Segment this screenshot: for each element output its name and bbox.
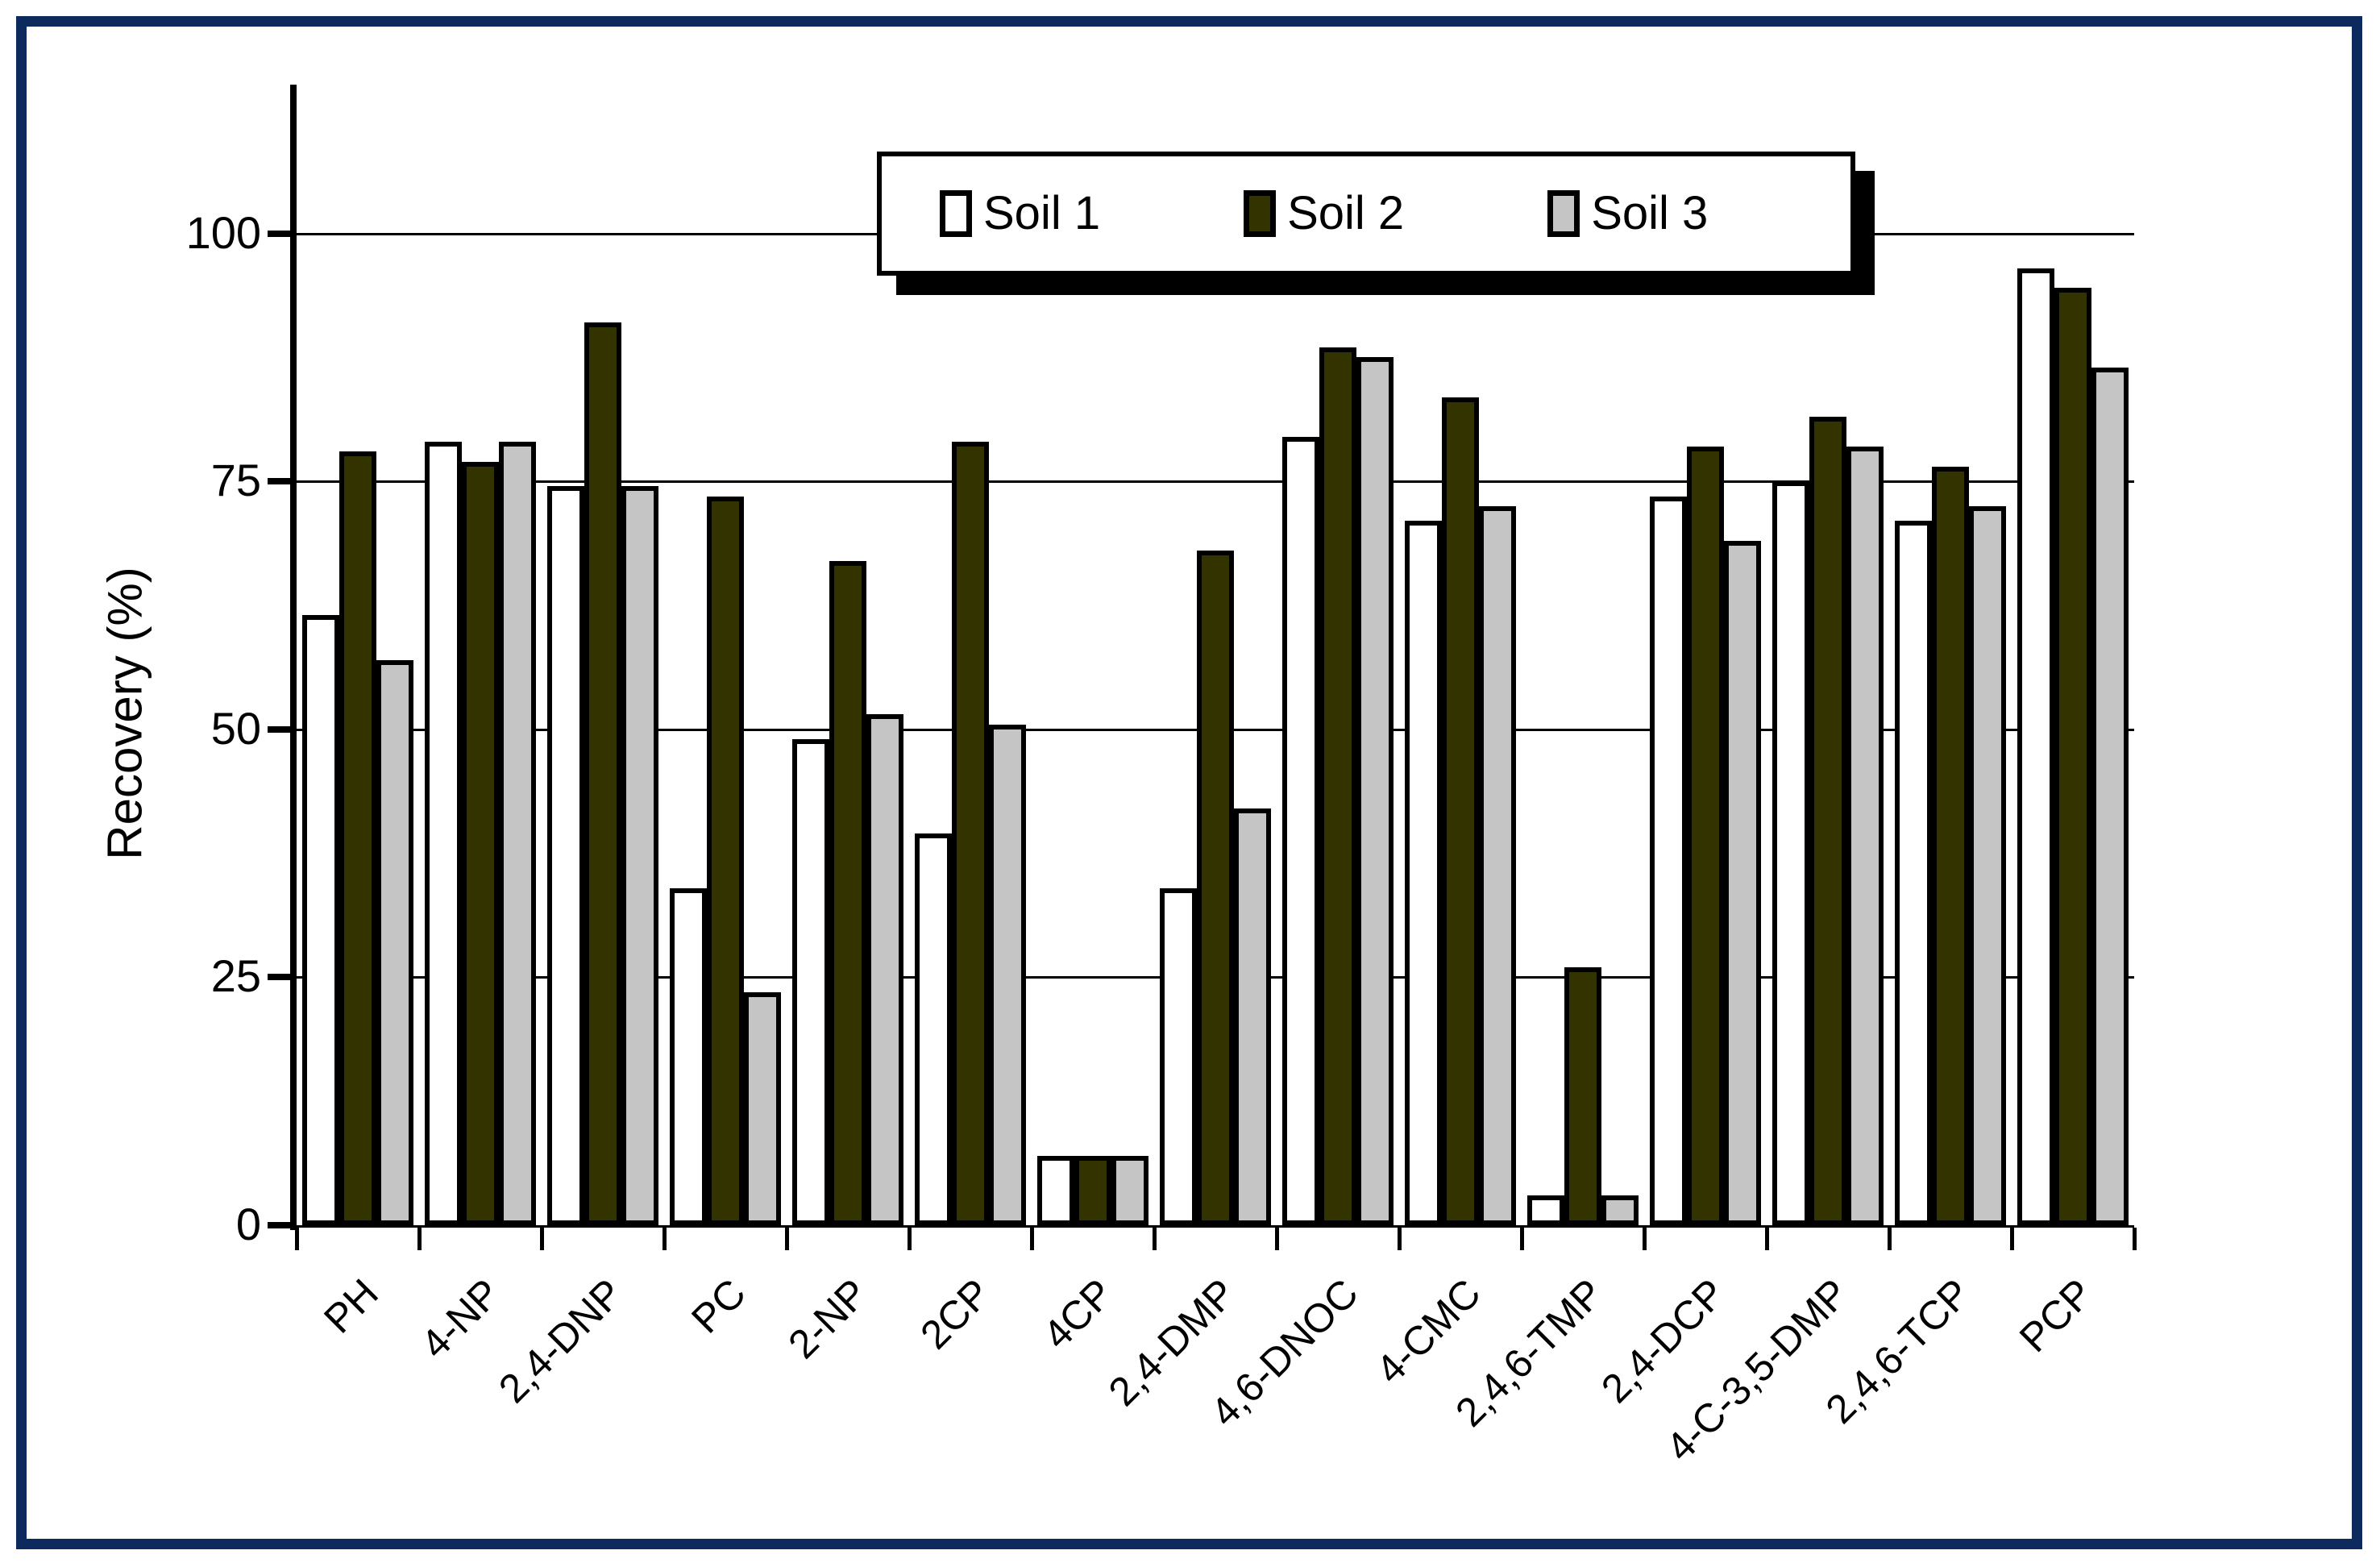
bar-PCP-soil-1 [2017, 268, 2054, 1225]
x-tick [662, 1228, 667, 1250]
plot-area: PH 4-NP 2,4-DNP PC 2-NP 2CP 4CP 2,4-DMP 4,6-DNOC… [186, 85, 2137, 1470]
bar-2,4,6-TCP-soil-3 [1969, 505, 2006, 1225]
bar-4-C-3,5-DMP-soil-2 [1809, 417, 1846, 1225]
bar-2,4-DMP-soil-3 [1234, 808, 1271, 1225]
x-tick [2010, 1228, 2014, 1250]
gridline-75 [297, 480, 2134, 484]
bar-4CP-soil-3 [1111, 1155, 1148, 1225]
x-tick [1888, 1228, 1892, 1250]
bar-2,4,6-TCP-soil-1 [1895, 521, 1932, 1225]
x-tick [417, 1228, 422, 1250]
bar-4-NP-soil-3 [499, 441, 536, 1225]
y-tick-label-50: 50 [210, 702, 261, 754]
x-tick [1398, 1228, 1402, 1250]
y-tick-75 [268, 478, 290, 485]
y-tick-50 [268, 725, 290, 733]
bar-2-NP-soil-2 [829, 560, 866, 1225]
bar-PCP-soil-2 [2054, 288, 2091, 1225]
legend-item-soil-2: Soil 2 [1244, 190, 1404, 237]
x-tick [1643, 1228, 1647, 1250]
x-tick [785, 1228, 789, 1250]
bar-4CP-soil-2 [1074, 1155, 1111, 1225]
bar-2,4-DMP-soil-1 [1160, 887, 1197, 1225]
bar-2-NP-soil-3 [866, 714, 903, 1225]
y-tick-label-75: 75 [210, 455, 261, 506]
bar-4-C-3,5-DMP-soil-1 [1772, 481, 1809, 1225]
bar-2CP-soil-3 [989, 724, 1026, 1225]
bar-2,4-DCP-soil-3 [1724, 541, 1761, 1225]
legend-swatch-icon [940, 190, 972, 237]
y-axis-line [290, 85, 297, 1230]
x-tick [1765, 1228, 1769, 1250]
x-tick [1520, 1228, 1524, 1250]
bar-4-NP-soil-2 [462, 461, 499, 1225]
legend-item-soil-3: Soil 3 [1547, 190, 1708, 237]
bar-4-CMC-soil-2 [1442, 397, 1479, 1225]
bar-PH-soil-2 [339, 451, 376, 1225]
y-tick-label-25: 25 [210, 950, 261, 1002]
y-tick-label-0: 0 [235, 1199, 261, 1249]
legend-item-soil-1: Soil 1 [940, 190, 1100, 237]
x-tick [1030, 1228, 1034, 1250]
x-tick [2133, 1228, 2137, 1250]
legend-label: Soil 2 [1287, 187, 1405, 239]
bar-2,4,6-TMP-soil-1 [1527, 1195, 1564, 1225]
bar-4-C-3,5-DMP-soil-3 [1846, 447, 1884, 1225]
bar-4CP-soil-1 [1037, 1155, 1074, 1225]
bar-4-NP-soil-1 [425, 441, 462, 1225]
bar-4-CMC-soil-1 [1405, 521, 1442, 1225]
bar-4,6-DNOC-soil-2 [1319, 347, 1356, 1225]
legend-swatch-icon [1547, 190, 1580, 237]
x-axis-line [290, 1225, 2134, 1228]
bar-2,4-DNP-soil-3 [621, 486, 658, 1225]
bar-2,4,6-TMP-soil-2 [1564, 967, 1601, 1225]
bar-4,6-DNOC-soil-3 [1356, 357, 1394, 1225]
bar-4-CMC-soil-3 [1479, 505, 1516, 1225]
bar-PH-soil-3 [376, 659, 413, 1225]
bar-2,4-DCP-soil-2 [1687, 447, 1724, 1225]
bar-2,4,6-TCP-soil-2 [1932, 466, 1969, 1225]
legend-swatch-icon [1244, 190, 1277, 237]
y-tick-0 [268, 1222, 290, 1228]
y-tick-label-100: 100 [185, 206, 261, 258]
bar-PC-soil-2 [707, 496, 744, 1225]
bar-PC-soil-1 [670, 887, 707, 1225]
x-tick [908, 1228, 912, 1250]
bar-PCP-soil-3 [2091, 367, 2129, 1225]
bar-PH-soil-1 [302, 615, 339, 1225]
bar-2,4-DMP-soil-2 [1197, 551, 1234, 1225]
bar-2,4,6-TMP-soil-3 [1601, 1195, 1639, 1225]
legend-label: Soil 3 [1591, 187, 1709, 239]
bar-2,4-DNP-soil-2 [584, 322, 621, 1225]
bar-2,4-DNP-soil-1 [547, 486, 584, 1225]
bar-4,6-DNOC-soil-1 [1282, 436, 1319, 1225]
legend-label: Soil 1 [983, 187, 1101, 239]
bar-2,4-DCP-soil-1 [1650, 496, 1687, 1225]
y-tick-100 [268, 230, 290, 237]
bar-2CP-soil-2 [952, 441, 989, 1225]
bar-2-NP-soil-1 [792, 739, 829, 1225]
x-tick [1275, 1228, 1279, 1250]
bar-PC-soil-3 [744, 991, 781, 1225]
legend: Soil 1 Soil 2 Soil 3 [877, 152, 1855, 276]
x-tick [1153, 1228, 1157, 1250]
x-tick [295, 1228, 299, 1250]
y-tick-25 [268, 974, 290, 981]
bar-2CP-soil-1 [915, 833, 952, 1225]
x-tick [540, 1228, 544, 1250]
